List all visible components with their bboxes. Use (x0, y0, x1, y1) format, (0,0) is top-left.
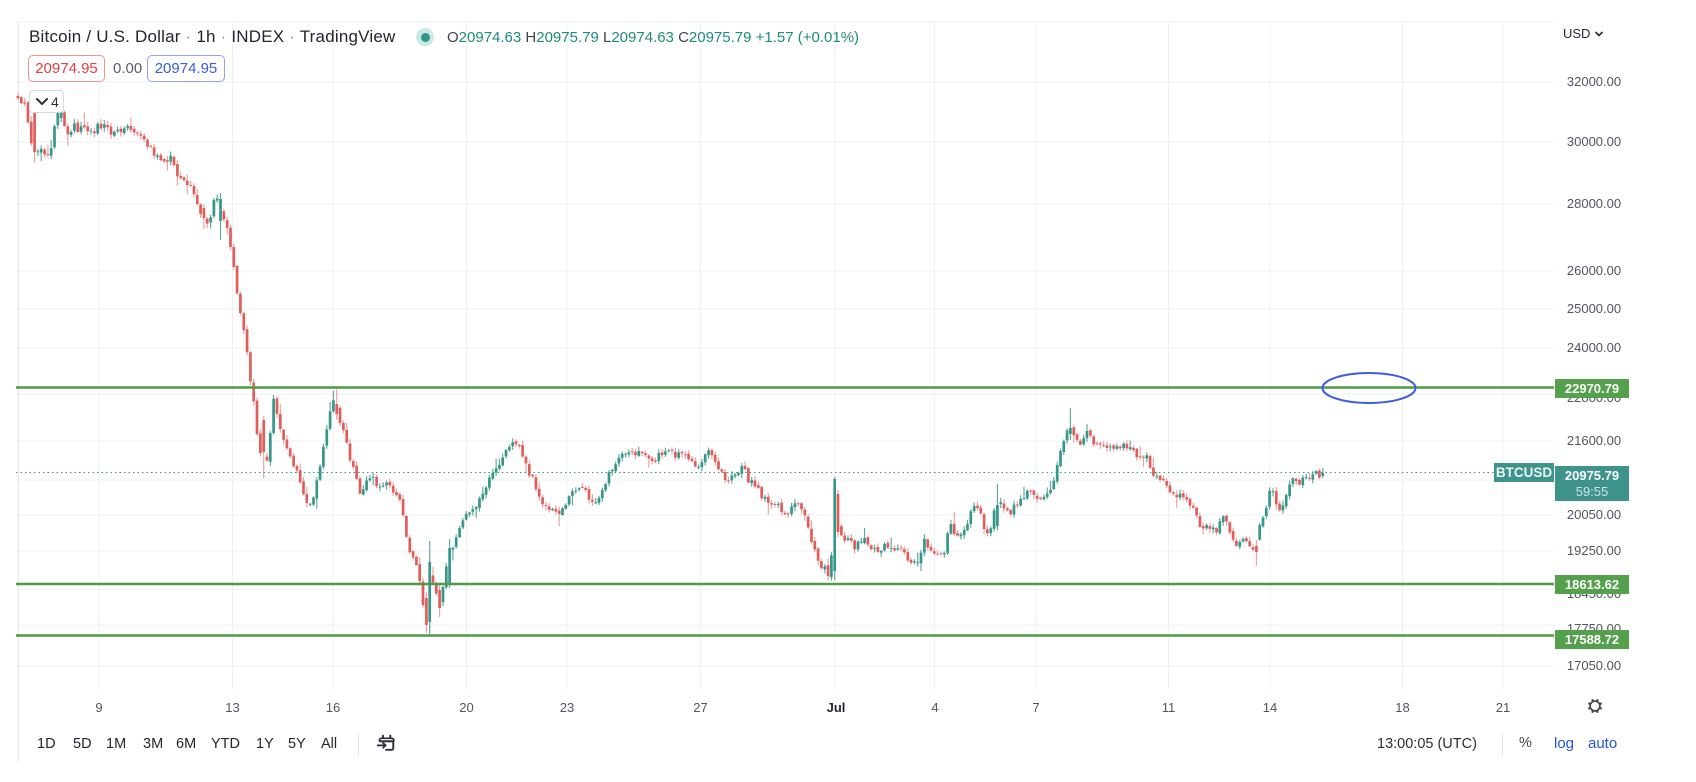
svg-text:4: 4 (51, 94, 59, 110)
